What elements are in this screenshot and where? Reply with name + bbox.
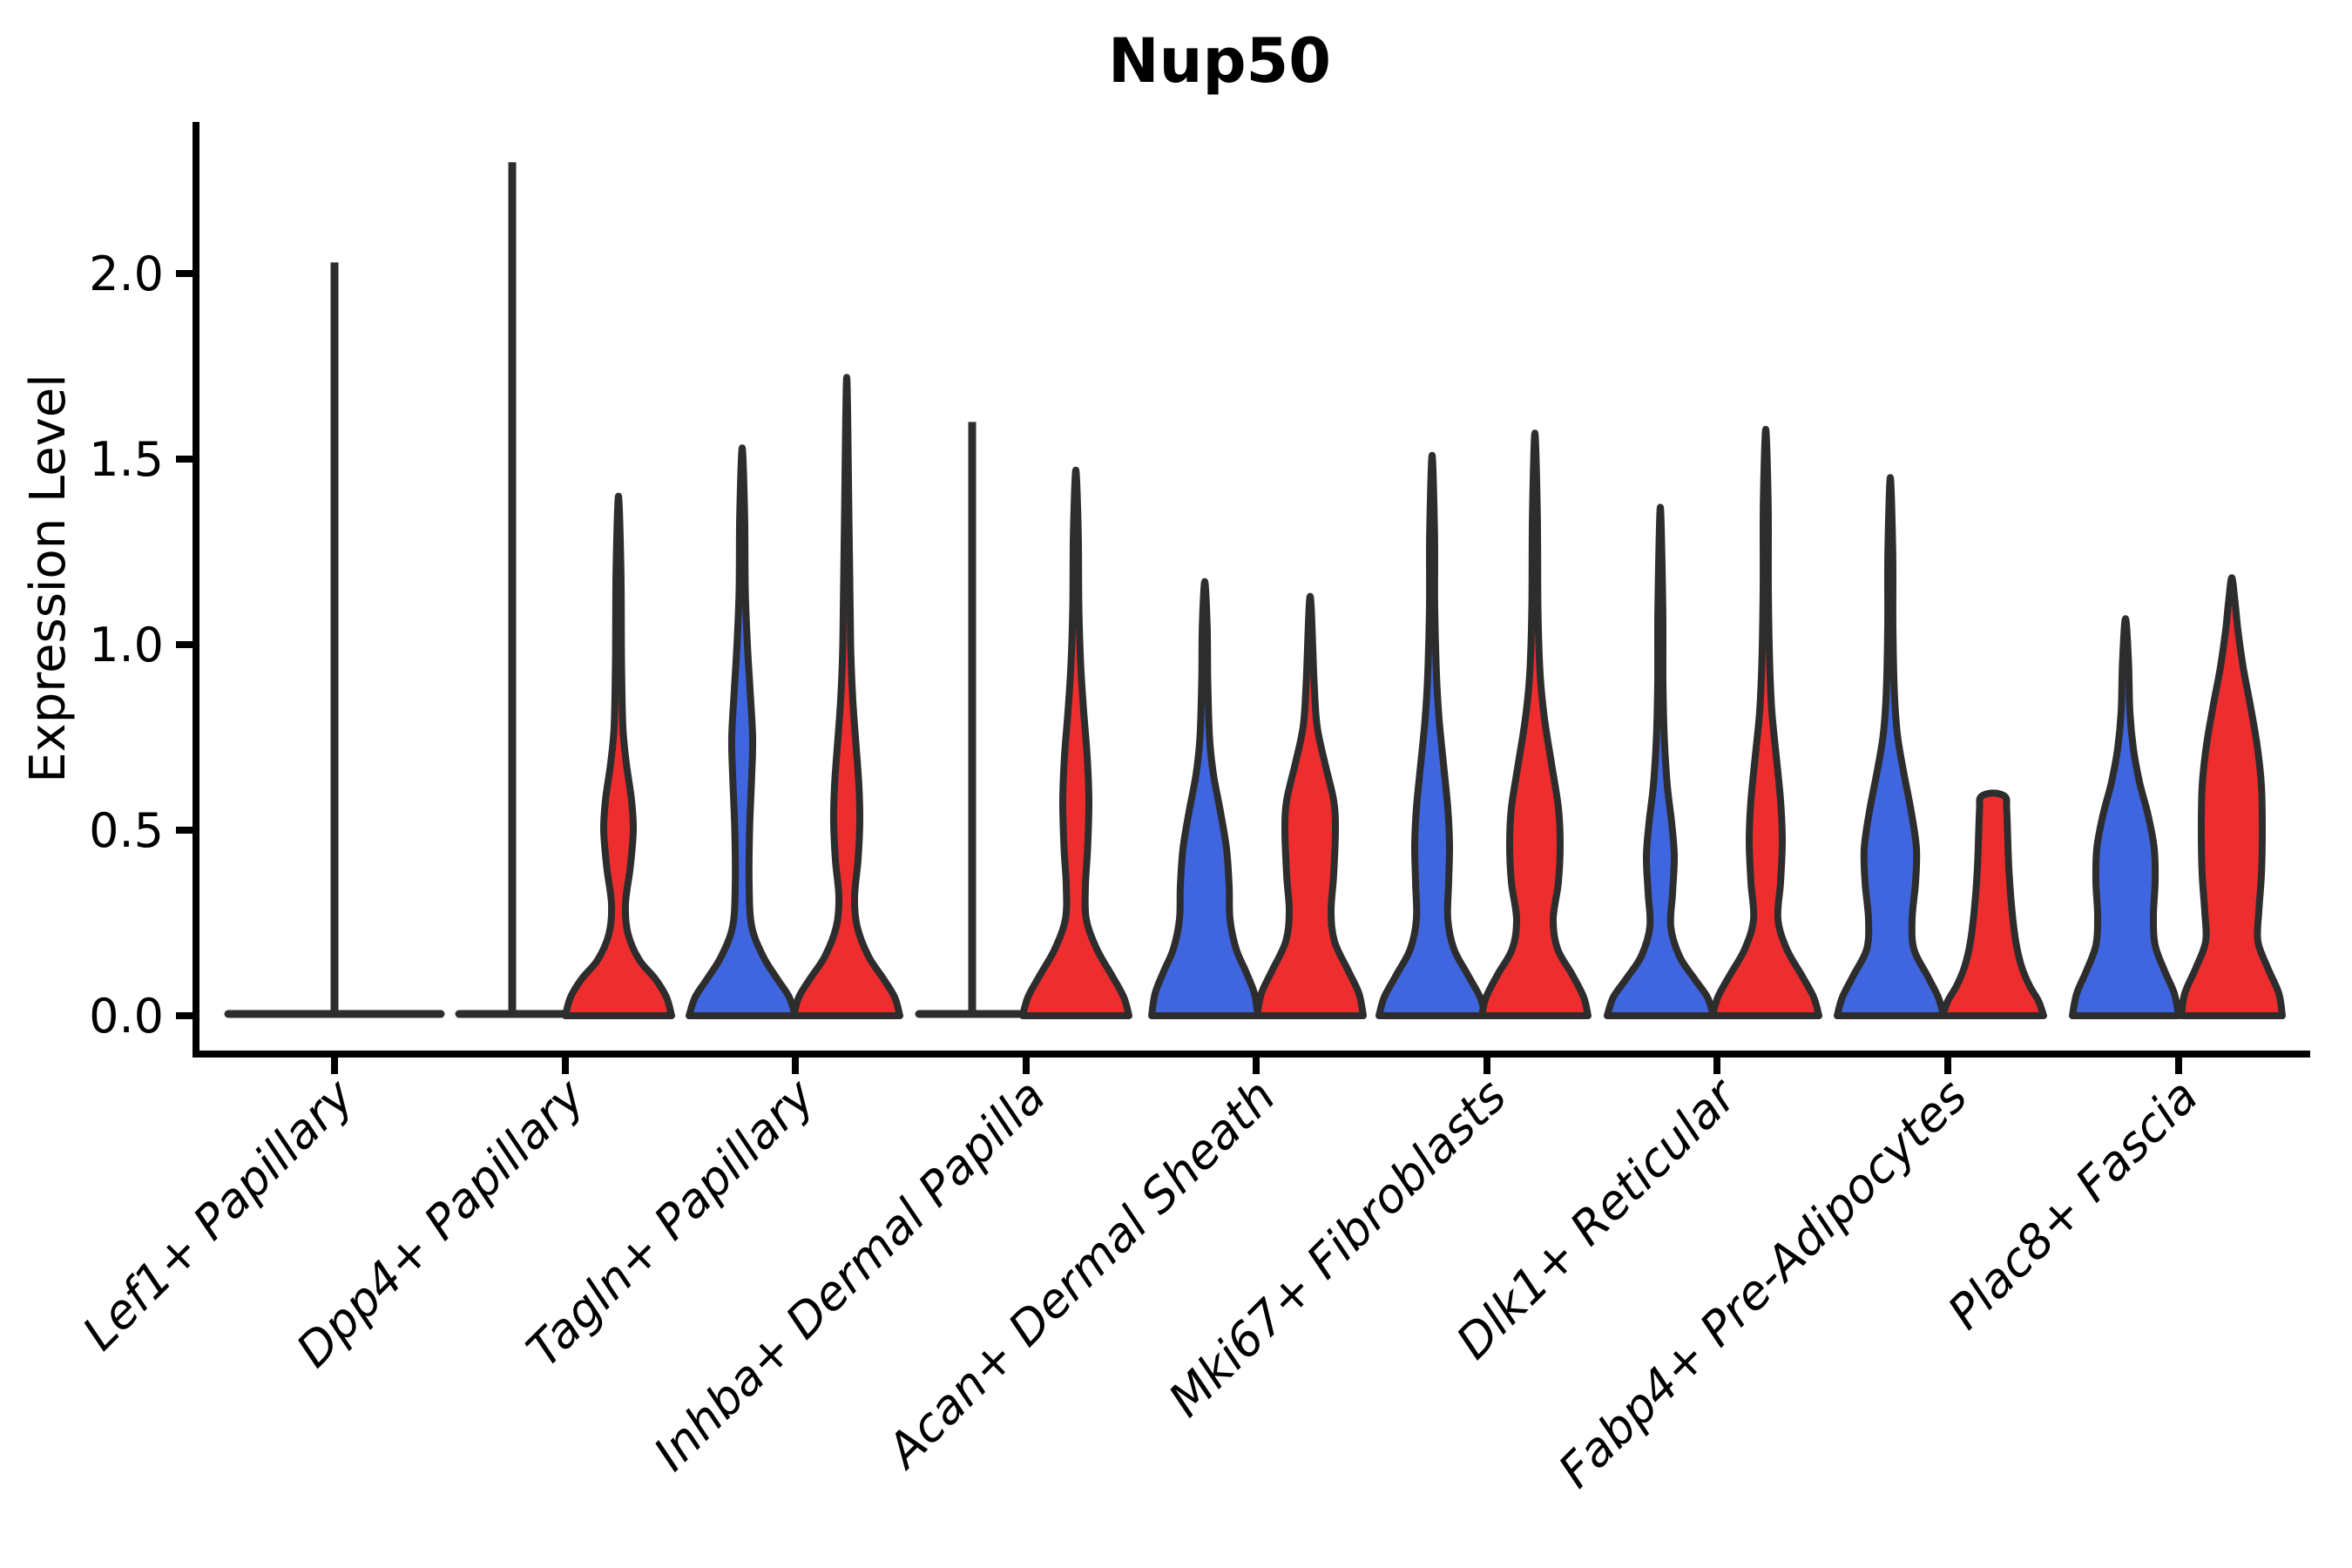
chart-title: Nup50 <box>1108 25 1331 97</box>
y-tick-label-1.0: 1.0 <box>89 618 164 672</box>
x-tick-label-fabp4-pre-adipocytes: Fabp4+ Pre-Adipocytes <box>1548 1069 1977 1498</box>
violin-acan-dermal-sheath-blue <box>1148 578 1261 1019</box>
y-axis-label: Expression Level <box>20 374 77 783</box>
y-tick-label-1.5: 1.5 <box>89 432 164 487</box>
violin-dlk1-reticular-blue <box>1604 504 1717 1019</box>
y-tick-label-2.0: 2.0 <box>89 247 164 301</box>
violin-dlk1-reticular-red <box>1709 425 1822 1019</box>
violin-fabp4-pre-adipocytes-red <box>1939 789 2047 1019</box>
violin-mki67-fibroblasts-blue <box>1375 451 1489 1019</box>
violin-tagln-papillary-red <box>790 374 903 1019</box>
x-tick-label-inhba-dermal-papilla: Inhba+ Dermal Papilla <box>643 1069 1056 1482</box>
violin-plac8-fascia-blue <box>2069 615 2182 1019</box>
violin-acan-dermal-sheath-red <box>1254 592 1367 1019</box>
violin-mki67-fibroblasts-red <box>1478 429 1592 1019</box>
y-tick-label-0.5: 0.5 <box>89 803 164 858</box>
violin-fabp4-pre-adipocytes-blue <box>1834 474 1947 1019</box>
x-tick-label-acan-dermal-sheath: Acan+ Dermal Sheath <box>875 1069 1286 1480</box>
x-tick-label-plac8-fascia: Plac8+ Fascia <box>1937 1069 2208 1340</box>
violin-plac8-fascia-red <box>2178 574 2286 1019</box>
violin-inhba-dermal-papilla-red <box>1019 466 1132 1019</box>
y-tick-label-0.0: 0.0 <box>89 989 164 1044</box>
violin-tagln-papillary-blue <box>686 444 799 1019</box>
violin-dpp4-papillary-red <box>562 492 675 1019</box>
